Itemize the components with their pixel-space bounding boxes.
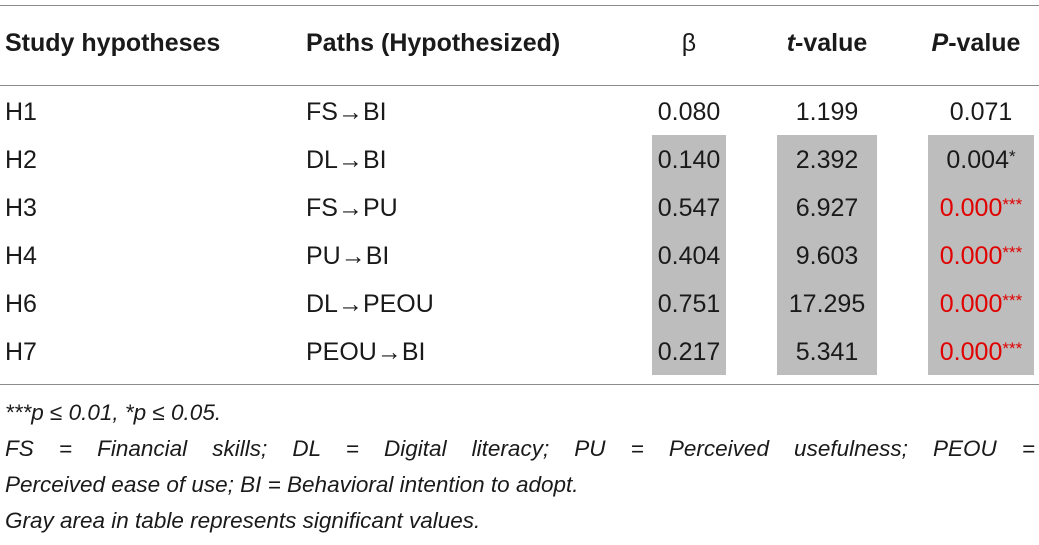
table-top-rule xyxy=(0,5,1039,6)
p-value-significance-marker: *** xyxy=(1002,195,1023,214)
path-cell: FS→BI xyxy=(306,98,387,126)
header-t-italic: t xyxy=(786,29,796,57)
path-cell: DL→BI xyxy=(306,146,387,174)
path-cell: DL→PEOU xyxy=(306,290,434,318)
p-value-number: 0.000 xyxy=(939,194,1003,222)
beta-cell: 0.080 xyxy=(657,98,721,126)
p-significant-highlight xyxy=(928,135,1034,375)
beta-cell: 0.140 xyxy=(657,146,721,174)
header-p-value: P-value xyxy=(914,28,1038,58)
beta-cell: 0.217 xyxy=(657,338,721,366)
header-study-hypotheses: Study hypotheses xyxy=(5,29,221,57)
p-value-significance-marker: * xyxy=(1008,147,1016,166)
significance-note: ***p ≤ 0.01, *p ≤ 0.05. xyxy=(5,400,222,425)
hypothesis-cell: H4 xyxy=(5,242,37,270)
path-cell: PEOU→BI xyxy=(306,338,426,366)
beta-significant-highlight xyxy=(652,135,726,375)
header-bottom-rule xyxy=(0,85,1039,86)
beta-cell: 0.547 xyxy=(657,194,721,222)
p-value-cell: 0.000*** xyxy=(928,193,1034,223)
header-t-rest: -value xyxy=(795,29,868,57)
hypothesis-cell: H6 xyxy=(5,290,37,318)
header-paths: Paths (Hypothesized) xyxy=(306,29,561,57)
p-value-cell: 0.000*** xyxy=(928,289,1034,319)
p-value-significance-marker: *** xyxy=(1002,243,1023,262)
abbreviations-note-line1: FS = Financial skills; DL = Digital lite… xyxy=(5,436,1035,461)
p-value-cell: 0.004* xyxy=(928,145,1034,175)
beta-cell: 0.404 xyxy=(657,242,721,270)
header-t-value: t-value xyxy=(752,28,902,58)
hypothesis-cell: H3 xyxy=(5,194,37,222)
p-value-number: 0.071 xyxy=(949,98,1013,126)
t-value-cell: 9.603 xyxy=(795,242,859,270)
header-p-italic: P xyxy=(931,29,949,57)
p-value-cell: 0.000*** xyxy=(928,241,1034,271)
hypothesis-cell: H2 xyxy=(5,146,37,174)
abbreviations-note-line2: Perceived ease of use; BI = Behavioral i… xyxy=(5,472,579,497)
hypothesis-cell: H1 xyxy=(5,98,37,126)
p-value-number: 0.004 xyxy=(946,146,1009,174)
t-significant-highlight xyxy=(777,135,877,375)
p-value-significance-marker: *** xyxy=(1002,339,1023,358)
hypothesis-cell: H7 xyxy=(5,338,37,366)
header-beta: β xyxy=(681,29,697,57)
p-value-cell: 0.000*** xyxy=(928,337,1034,367)
header-p-rest: -value xyxy=(948,29,1021,57)
p-value-number: 0.000 xyxy=(939,338,1003,366)
path-cell: FS→PU xyxy=(306,194,398,222)
path-cell: PU→BI xyxy=(306,242,390,270)
p-value-number: 0.000 xyxy=(939,242,1003,270)
table-bottom-rule xyxy=(0,384,1039,385)
p-value-significance-marker: *** xyxy=(1002,291,1023,310)
beta-cell: 0.751 xyxy=(657,290,721,318)
t-value-cell: 1.199 xyxy=(795,98,859,126)
p-value-number: 0.000 xyxy=(939,290,1003,318)
t-value-cell: 5.341 xyxy=(795,338,859,366)
p-value-cell: 0.071 xyxy=(928,97,1034,127)
t-value-cell: 17.295 xyxy=(788,290,866,318)
t-value-cell: 2.392 xyxy=(795,146,859,174)
t-value-cell: 6.927 xyxy=(795,194,859,222)
gray-area-note: Gray area in table represents significan… xyxy=(5,508,481,533)
